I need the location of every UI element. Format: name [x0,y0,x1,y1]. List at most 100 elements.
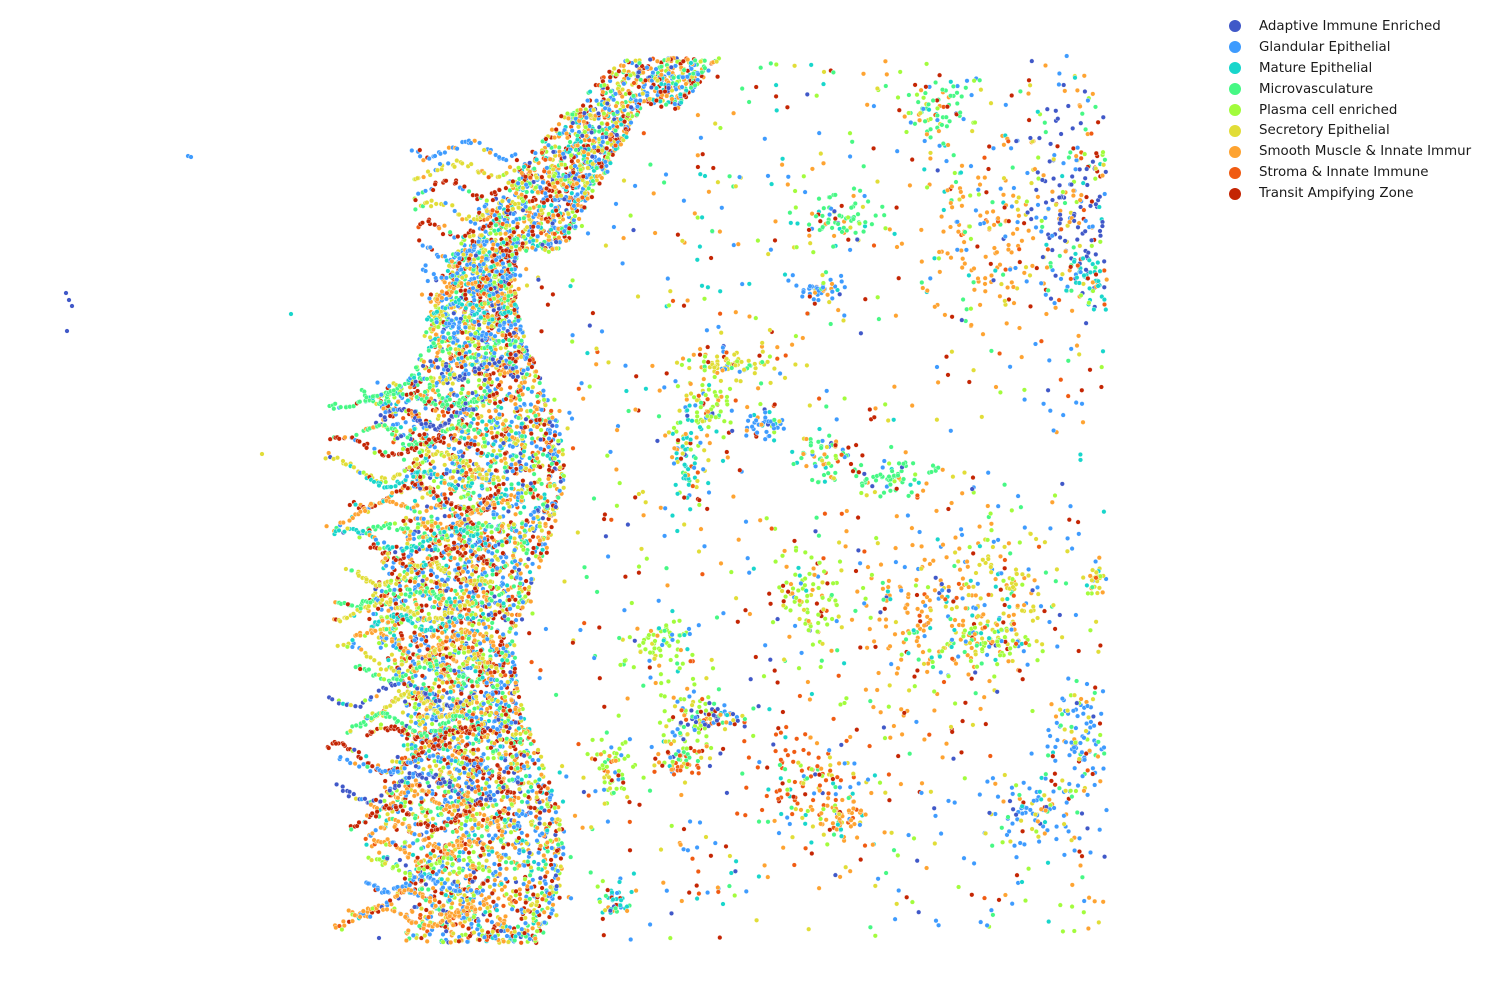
scatter-point [450,931,456,937]
scatter-point [458,584,464,590]
scatter-point [528,576,534,582]
scatter-point [555,816,561,822]
scatter-point [506,703,512,709]
scatter-point [565,115,571,121]
scatter-point [466,784,472,790]
scatter-point [418,352,424,358]
scatter-point [517,740,523,746]
scatter-point [560,451,566,457]
scatter-point [551,511,557,517]
scatter-point [423,603,429,609]
scatter-point [421,681,427,687]
scatter-point [485,617,491,623]
scatter-point [525,232,531,238]
scatter-point [439,577,445,583]
scatter-point [417,432,423,438]
scatter-point [603,130,609,136]
scatter-point [527,160,533,166]
scatter-point [459,386,465,392]
scatter-point [672,101,678,107]
scatter-point [567,139,573,145]
scatter-point [589,194,595,200]
scatter-point [538,427,544,433]
scatter-point [474,778,480,784]
scatter-point [439,876,445,882]
scatter-point [402,876,408,882]
scatter-point [557,822,563,828]
scatter-point [512,929,518,935]
scatter-point [434,516,440,522]
scatter-point [528,784,534,790]
scatter-point [444,680,450,686]
scatter-point [517,847,523,853]
scatter-point [478,385,484,391]
scatter-point [478,689,484,695]
scatter-point [529,364,535,370]
scatter-point [509,638,515,644]
scatter-point [515,795,521,801]
scatter-point [424,508,430,514]
scatter-point [408,634,414,640]
scatter-point [448,905,454,911]
scatter-point [450,381,456,387]
scatter-point [549,127,555,133]
scatter-point [545,848,551,854]
scatter-point [684,74,690,80]
scatter-point [517,246,523,252]
scatter-point [547,795,553,801]
scatter-point [389,652,395,658]
scatter-point [403,419,409,425]
scatter-point [493,802,499,808]
scatter-point [497,609,503,615]
scatter-point [456,865,462,871]
scatter-point [513,453,519,459]
scatter-point [520,482,526,488]
scatter-point [425,555,431,561]
scatter-point [428,578,434,584]
scatter-point [494,682,500,688]
scatter-point [497,866,503,872]
scatter-point [475,593,481,599]
scatter-point [432,599,438,605]
scatter-point [673,63,679,69]
scatter-point [505,500,511,506]
scatter-point [541,853,547,859]
scatter-point [429,716,435,722]
scatter-point [510,553,516,559]
scatter-point [524,564,530,570]
scatter-point [576,124,582,130]
scatter-point [433,303,439,309]
scatter-point [451,446,457,452]
scatter-point [399,633,405,639]
scatter-point [492,400,498,406]
scatter-point [539,407,545,413]
scatter-point [408,642,414,648]
scatter-point [524,799,530,805]
scatter-point [493,408,499,414]
scatter-point [434,671,440,677]
scatter-point [531,166,537,172]
scatter-point [523,416,529,422]
scatter-point [493,216,499,222]
scatter-point [587,112,593,118]
scatter-point [431,633,437,639]
scatter-point [383,555,389,561]
scatter-point [402,699,408,705]
scatter-point [505,508,511,514]
scatter-point [524,833,530,839]
scatter-point [511,818,517,824]
scatter-point [501,938,507,944]
scatter-point [557,465,563,471]
scatter-point [494,420,500,426]
scatter-point [528,810,534,816]
scatter-point [407,843,413,849]
scatter-point [452,588,458,594]
scatter-point [604,145,610,151]
scatter-point [399,756,405,762]
scatter-point [530,198,536,204]
scatter-point [471,869,477,875]
scatter-point [550,166,556,172]
scatter-point [472,706,478,712]
scatter-point [524,840,530,846]
scatter-point [448,684,454,690]
